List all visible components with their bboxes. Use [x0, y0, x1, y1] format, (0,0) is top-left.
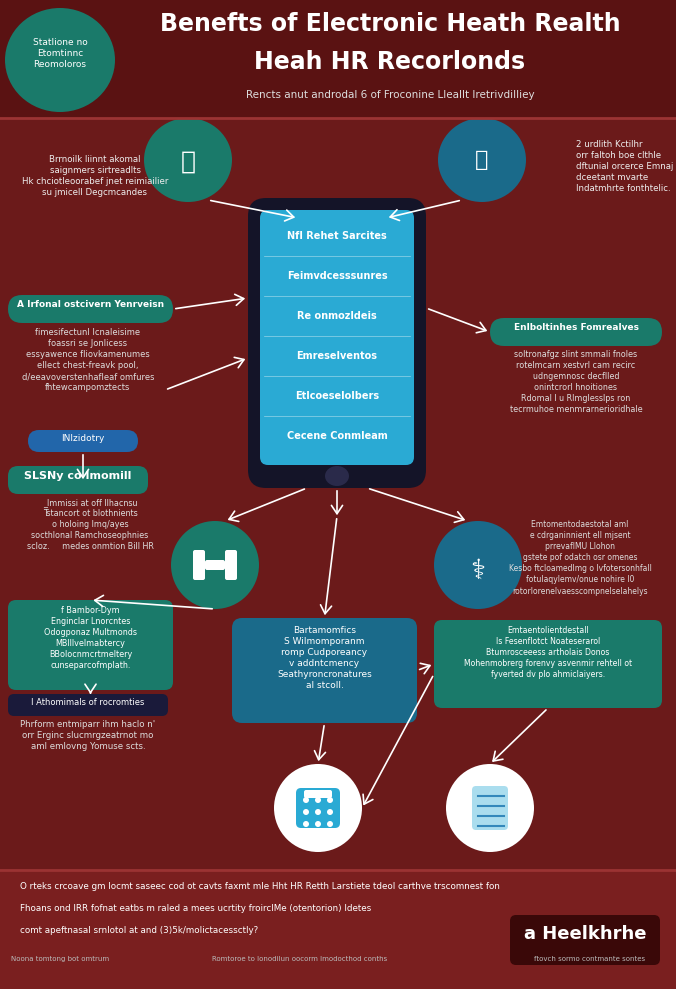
- FancyBboxPatch shape: [304, 790, 332, 798]
- FancyBboxPatch shape: [8, 466, 148, 494]
- FancyBboxPatch shape: [28, 430, 138, 452]
- Text: Nfl Rehet Sarcites: Nfl Rehet Sarcites: [287, 231, 387, 241]
- Text: Feimvdcesssunres: Feimvdcesssunres: [287, 271, 387, 281]
- FancyBboxPatch shape: [0, 118, 676, 870]
- FancyBboxPatch shape: [490, 318, 662, 346]
- Text: Phrform entmiparr ihm haclo n'
orr Erginc slucmrgzeatrnot mo
aml emlovng Yomuse : Phrform entmiparr ihm haclo n' orr Ergin…: [20, 720, 155, 752]
- Ellipse shape: [171, 521, 259, 609]
- FancyBboxPatch shape: [8, 694, 168, 716]
- FancyBboxPatch shape: [0, 0, 676, 120]
- Text: _Immissi at off llhacnsu
Tstancort ot blothnients
o holoing Imq/ayes
socthlonal : _Immissi at off llhacnsu Tstancort ot bl…: [26, 498, 153, 552]
- Ellipse shape: [144, 118, 232, 202]
- Text: 🏪: 🏪: [180, 150, 195, 174]
- FancyBboxPatch shape: [510, 915, 660, 965]
- Text: I Athomimals of rocromties: I Athomimals of rocromties: [31, 698, 145, 707]
- Text: Statlione no
Etomtinnc
Reomoloros: Statlione no Etomtinnc Reomoloros: [32, 38, 87, 69]
- Text: Cecene Conmleam: Cecene Conmleam: [287, 431, 387, 441]
- Ellipse shape: [274, 764, 362, 852]
- FancyBboxPatch shape: [225, 550, 237, 580]
- Text: Emtaentolientdestall
ls Fesenflotct Noateserarol
Btumrosceeess artholais Donos
M: Emtaentolientdestall ls Fesenflotct Noat…: [464, 626, 632, 679]
- Ellipse shape: [327, 797, 333, 803]
- Text: A Irfonal ostcivern Yenrveisn: A Irfonal ostcivern Yenrveisn: [17, 300, 164, 309]
- Ellipse shape: [327, 809, 333, 815]
- Ellipse shape: [303, 821, 309, 827]
- Text: Noona tomtong bot omtrum: Noona tomtong bot omtrum: [11, 956, 109, 962]
- Text: Brrnoilk liinnt akomal
saignmers sirtreadlts
Hk chciotleoorabef jnet reimiailier: Brrnoilk liinnt akomal saignmers sirtrea…: [22, 155, 168, 197]
- Text: Benefts of Electronic Heath Realth: Benefts of Electronic Heath Realth: [160, 12, 621, 36]
- Text: Romtoroe to lonodilun oocorm Imodocthod conths: Romtoroe to lonodilun oocorm Imodocthod …: [212, 956, 387, 962]
- FancyBboxPatch shape: [296, 788, 340, 828]
- FancyBboxPatch shape: [193, 550, 205, 580]
- Text: comt apeftnasal srnlotol at and (3)5k/molictacessctly?: comt apeftnasal srnlotol at and (3)5k/mo…: [20, 926, 258, 935]
- Ellipse shape: [327, 821, 333, 827]
- Text: SLSNy co Imomill: SLSNy co Imomill: [24, 471, 132, 481]
- FancyBboxPatch shape: [472, 786, 508, 830]
- FancyBboxPatch shape: [8, 600, 173, 690]
- FancyBboxPatch shape: [232, 618, 417, 723]
- Text: Re onmozldeis: Re onmozldeis: [297, 311, 377, 321]
- Ellipse shape: [303, 797, 309, 803]
- Text: Enlboltinhes Fomrealves: Enlboltinhes Fomrealves: [514, 323, 639, 332]
- FancyBboxPatch shape: [260, 210, 414, 465]
- Text: Etlcoeselolbers: Etlcoeselolbers: [295, 391, 379, 401]
- Text: Emreselventos: Emreselventos: [297, 351, 377, 361]
- Text: soltronafgz slint smmali fnoles
rotelmcarn xestvrl cam recirc
udngemnosc decflle: soltronafgz slint smmali fnoles rotelmca…: [510, 350, 642, 414]
- Ellipse shape: [315, 809, 321, 815]
- Ellipse shape: [5, 8, 115, 112]
- Text: Emtomentodaestotal aml
e cdrganinnient ell mjsent
prrevaflMU Llohon
gstete pof o: Emtomentodaestotal aml e cdrganinnient e…: [508, 520, 652, 595]
- Ellipse shape: [438, 118, 526, 202]
- Ellipse shape: [303, 809, 309, 815]
- FancyBboxPatch shape: [0, 870, 676, 989]
- FancyBboxPatch shape: [205, 560, 225, 570]
- Text: fimesifectunl Icnaleisime
foassri se Jonlicess
essyawence fliovkamenumes
ellect : fimesifectunl Icnaleisime foassri se Jon…: [22, 328, 154, 393]
- Text: a Heelkhrhe: a Heelkhrhe: [524, 925, 646, 943]
- Ellipse shape: [446, 764, 534, 852]
- Text: O rteks crcoave gm locmt saseec cod ot cavts faxmt mle Hht HR Retth Larstiete td: O rteks crcoave gm locmt saseec cod ot c…: [20, 882, 500, 891]
- Ellipse shape: [325, 466, 349, 486]
- Text: 2 urdlith Kctilhr
orr faltoh boe clthle
dftunial orcerce Emnaj
dceetant mvarte
I: 2 urdlith Kctilhr orr faltoh boe clthle …: [576, 140, 673, 194]
- Text: 🖥: 🖥: [475, 150, 489, 170]
- Ellipse shape: [315, 821, 321, 827]
- Text: f Bambor-Dym
Enginclar Lnorcntes
Odogponaz Multmonds
MBlllvelmabtercy
BBolocnmcr: f Bambor-Dym Enginclar Lnorcntes Odogpon…: [44, 606, 137, 671]
- FancyBboxPatch shape: [8, 295, 173, 323]
- Text: ftovch sormo contmante sontes: ftovch sormo contmante sontes: [535, 956, 646, 962]
- Ellipse shape: [315, 797, 321, 803]
- Text: ⚕: ⚕: [470, 557, 485, 585]
- FancyBboxPatch shape: [248, 198, 426, 488]
- Text: Rencts anut androdal 6 of Froconine Lleallt Iretrivdilliey: Rencts anut androdal 6 of Froconine Llea…: [245, 90, 534, 100]
- FancyBboxPatch shape: [434, 620, 662, 708]
- Ellipse shape: [434, 521, 522, 609]
- Text: Heah HR Recorlonds: Heah HR Recorlonds: [254, 50, 525, 74]
- Text: Bartamomfics
S Wilmomporanm
romp Cudporeancy
v addntcmency
Seathyroncronatures
a: Bartamomfics S Wilmomporanm romp Cudpore…: [277, 626, 372, 690]
- Text: INlzidotry: INlzidotry: [62, 434, 105, 443]
- Text: Fhoans ond IRR fofnat eatbs m raled a mees ucrtity froirclMe (otentorion) Idetes: Fhoans ond IRR fofnat eatbs m raled a me…: [20, 904, 371, 913]
